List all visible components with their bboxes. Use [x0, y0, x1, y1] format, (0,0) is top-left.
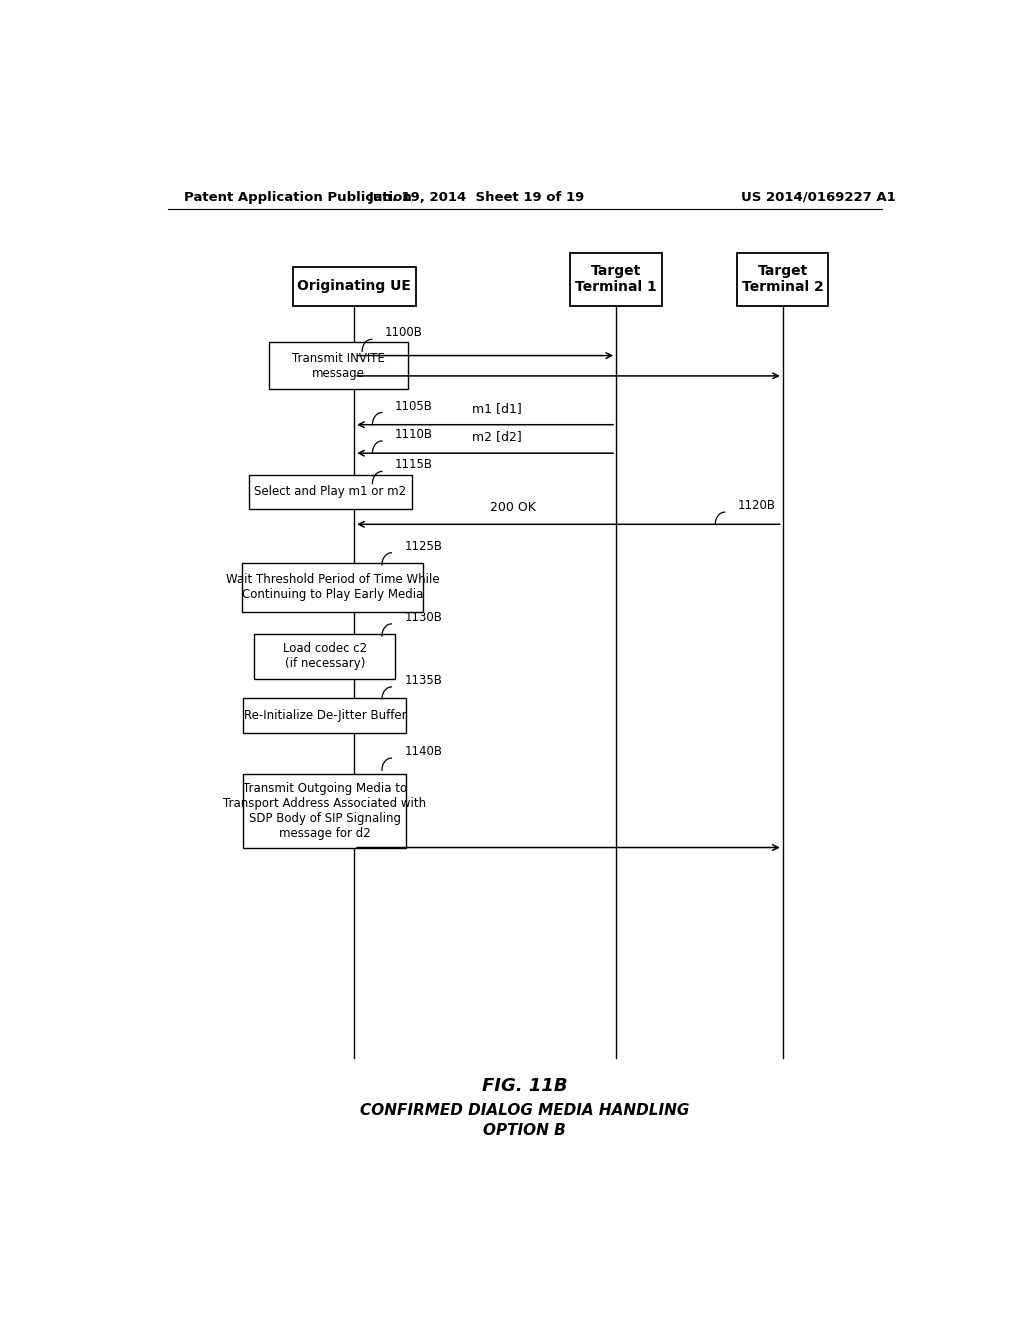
Bar	[254, 634, 395, 678]
Bar	[570, 253, 662, 306]
Text: 1140B: 1140B	[404, 744, 442, 758]
Bar	[293, 267, 416, 306]
Bar	[243, 562, 423, 611]
Text: Target
Terminal 2: Target Terminal 2	[741, 264, 823, 294]
Text: Originating UE: Originating UE	[297, 280, 411, 293]
Text: US 2014/0169227 A1: US 2014/0169227 A1	[741, 190, 896, 203]
Text: m2 [d2]: m2 [d2]	[472, 430, 522, 444]
Text: Patent Application Publication: Patent Application Publication	[183, 190, 412, 203]
Text: CONFIRMED DIALOG MEDIA HANDLING: CONFIRMED DIALOG MEDIA HANDLING	[360, 1104, 689, 1118]
Bar	[249, 474, 412, 510]
Text: 1105B: 1105B	[394, 400, 432, 412]
Text: Jun. 19, 2014  Sheet 19 of 19: Jun. 19, 2014 Sheet 19 of 19	[369, 190, 586, 203]
Bar	[269, 342, 408, 389]
Text: 1130B: 1130B	[404, 611, 442, 624]
Text: 1100B: 1100B	[384, 326, 422, 339]
Text: Transmit Outgoing Media to
Transport Address Associated with
SDP Body of SIP Sig: Transmit Outgoing Media to Transport Add…	[223, 781, 426, 840]
Text: Target
Terminal 1: Target Terminal 1	[575, 264, 657, 294]
Text: 1115B: 1115B	[394, 458, 433, 471]
Text: m1 [d1]: m1 [d1]	[472, 401, 522, 414]
Bar	[244, 775, 407, 847]
Text: Wait Threshold Period of Time While
Continuing to Play Early Media: Wait Threshold Period of Time While Cont…	[226, 573, 439, 602]
Bar	[244, 698, 407, 733]
Text: OPTION B: OPTION B	[483, 1122, 566, 1138]
Text: 1120B: 1120B	[737, 499, 775, 512]
Text: Load codec c2
(if necessary): Load codec c2 (if necessary)	[283, 643, 367, 671]
Bar	[737, 253, 828, 306]
Text: 1110B: 1110B	[394, 428, 433, 441]
Text: 200 OK: 200 OK	[489, 502, 536, 515]
Text: Transmit INVITE
message: Transmit INVITE message	[292, 351, 385, 380]
Text: Select and Play m1 or m2: Select and Play m1 or m2	[254, 486, 407, 498]
Text: FIG. 11B: FIG. 11B	[482, 1077, 567, 1096]
Text: 1125B: 1125B	[404, 540, 442, 553]
Text: 1135B: 1135B	[404, 675, 442, 686]
Text: Re-Initialize De-Jitter Buffer: Re-Initialize De-Jitter Buffer	[244, 709, 407, 722]
